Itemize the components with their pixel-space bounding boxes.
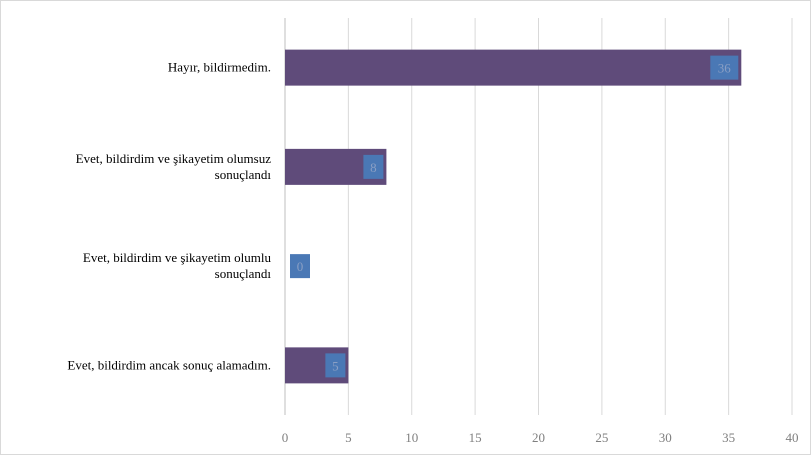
category-label-line: Hayır, bildirmedim. — [168, 60, 271, 75]
category-label-line: Evet, bildirdim ve şikayetim olumlu — [83, 250, 272, 265]
x-tick-label: 5 — [345, 430, 352, 445]
category-label: Hayır, bildirmedim. — [168, 60, 271, 75]
data-label: 5 — [332, 358, 339, 373]
data-label: 36 — [718, 61, 732, 76]
category-labels: Hayır, bildirmedim. Evet, bildirdim ve şi… — [67, 60, 271, 373]
data-label: 8 — [370, 160, 377, 175]
category-label: Evet, bildirdim ve şikayetim olumlu sonuç… — [83, 250, 272, 281]
data-label-box — [363, 154, 384, 179]
x-tick-label: 35 — [722, 430, 735, 445]
category-label-line: sonuçlandı — [215, 266, 272, 281]
x-tick-label: 10 — [405, 430, 418, 445]
data-label-box — [290, 254, 310, 279]
x-tick-label: 0 — [282, 430, 289, 445]
x-tick-label: 40 — [786, 430, 799, 445]
data-label-box — [325, 353, 346, 378]
x-tick-label: 20 — [532, 430, 545, 445]
data-label: 0 — [297, 259, 304, 274]
data-label-box — [710, 55, 739, 80]
bars: 36 8 0 5 — [285, 49, 742, 384]
x-axis: 0 5 10 15 20 25 30 35 40 — [282, 430, 799, 445]
category-label: Evet, bildirdim ve şikayetim olumsuz sonu… — [76, 151, 272, 182]
category-label-line: sonuçlandı — [215, 167, 272, 182]
category-label-line: Evet, bildirdim ve şikayetim olumsuz — [76, 151, 272, 166]
category-label-line: Evet, bildirdim ancak sonuç alamadım. — [67, 357, 271, 372]
x-tick-label: 30 — [659, 430, 672, 445]
bar — [285, 49, 742, 86]
category-label: Evet, bildirdim ancak sonuç alamadım. — [67, 357, 271, 372]
x-tick-label: 15 — [469, 430, 482, 445]
x-tick-label: 25 — [595, 430, 608, 445]
